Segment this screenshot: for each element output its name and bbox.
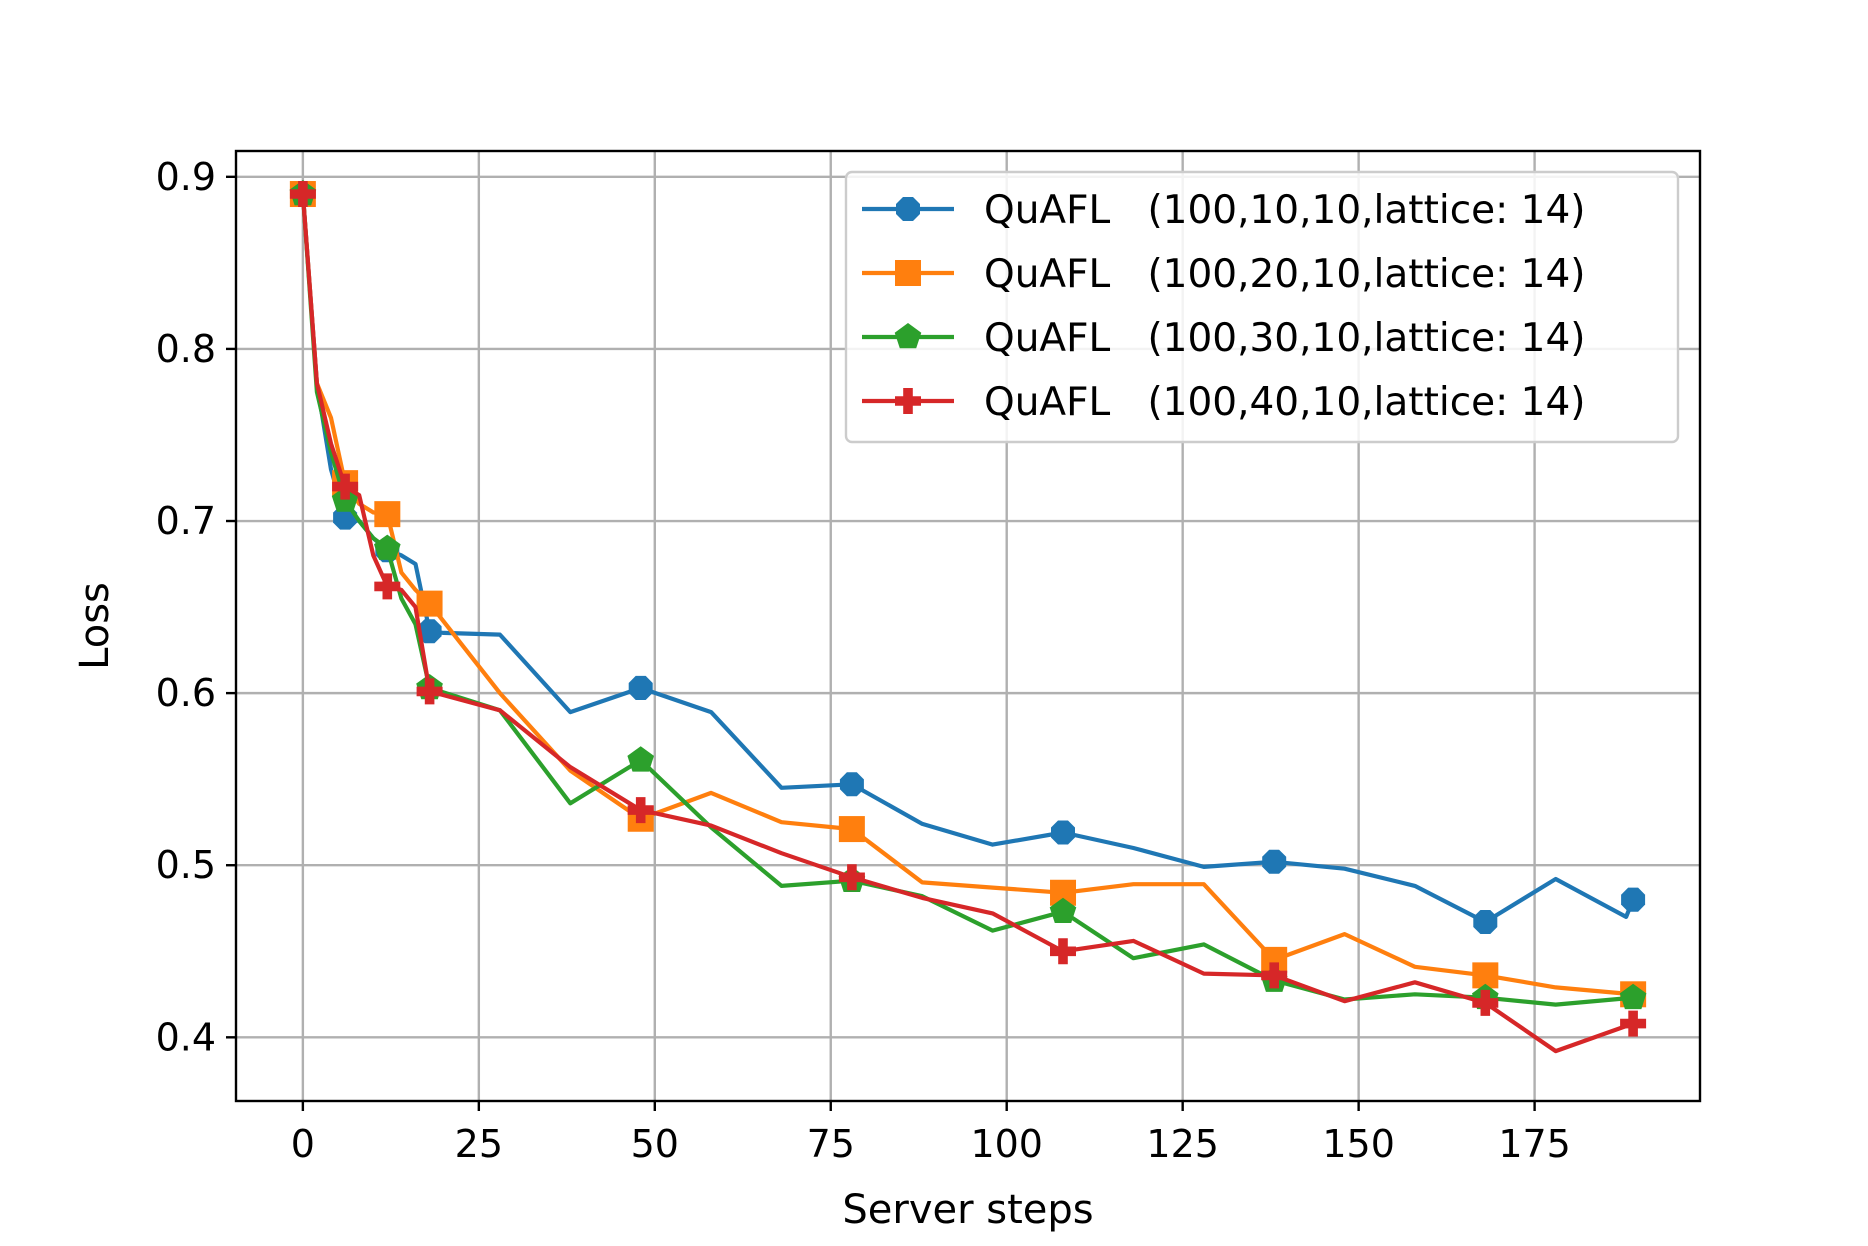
y-axis-title: Loss xyxy=(72,582,118,670)
marker-plus xyxy=(332,473,359,500)
y-tick-label: 0.4 xyxy=(156,1015,216,1059)
series-4 xyxy=(289,181,1647,1054)
marker-octagon xyxy=(1051,820,1075,845)
x-tick-label: 100 xyxy=(970,1122,1043,1166)
marker-octagon xyxy=(1621,887,1646,912)
marker-pentagon xyxy=(374,534,401,560)
marker-square xyxy=(374,501,401,528)
legend-label: QuAFL (100,30,10,lattice: 14) xyxy=(984,316,1586,361)
marker-plus xyxy=(1620,1010,1647,1037)
marker-octagon xyxy=(896,197,920,221)
legend-box xyxy=(844,170,1680,444)
marker-octagon xyxy=(1473,910,1498,934)
marker-plus xyxy=(1472,989,1499,1016)
legend-label: QuAFL (100,40,10,lattice: 14) xyxy=(984,380,1586,425)
legend-label: QuAFL (100,10,10,lattice: 14) xyxy=(984,188,1586,233)
marker-octagon xyxy=(1262,849,1287,874)
legend-label: QuAFL (100,20,10,lattice: 14) xyxy=(984,252,1586,297)
marker-square xyxy=(838,816,865,843)
y-tick-label: 0.5 xyxy=(156,843,216,887)
y-tick-label: 0.7 xyxy=(156,499,216,543)
marker-plus xyxy=(289,181,316,207)
x-tick-label: 25 xyxy=(455,1122,503,1166)
marker-plus xyxy=(1261,962,1288,989)
marker-pentagon xyxy=(627,746,654,772)
x-tick-label: 75 xyxy=(807,1122,855,1166)
legend-item: QuAFL (100,40,10,lattice: 14) xyxy=(862,380,1586,425)
marker-octagon xyxy=(839,772,864,797)
series-line xyxy=(300,191,1636,1054)
marker-plus xyxy=(1050,938,1076,965)
x-tick-label: 50 xyxy=(631,1122,679,1166)
legend-item: QuAFL (100,10,10,lattice: 14) xyxy=(862,188,1586,233)
plot-frame xyxy=(234,149,1702,1103)
x-tick-label: 125 xyxy=(1146,1122,1219,1166)
marker-plus xyxy=(627,797,654,824)
marker-pentagon xyxy=(1619,983,1647,1010)
marker-octagon xyxy=(417,619,442,644)
marker-square xyxy=(416,590,443,617)
legend-item: QuAFL (100,30,10,lattice: 14) xyxy=(862,316,1586,361)
marker-pentagon xyxy=(894,323,922,349)
axis-ticks: 0 25 50 75 100 125 150 175 0.4 0.5 0.6 0.7 0.8 0.9 xyxy=(156,155,1571,1166)
y-tick-label: 0.9 xyxy=(156,155,216,199)
marker-pentagon xyxy=(1049,897,1077,923)
legend: QuAFL (100,10,10,lattice: 14) QuAFL (100,… xyxy=(844,170,1680,444)
x-tick-label: 0 xyxy=(291,1122,315,1166)
marker-plus xyxy=(838,864,865,891)
series-layer xyxy=(289,180,1647,1054)
y-tick-label: 0.8 xyxy=(156,327,216,371)
marker-plus xyxy=(416,678,443,705)
x-tick-label: 175 xyxy=(1498,1122,1571,1166)
legend-item: QuAFL (100,20,10,lattice: 14) xyxy=(862,252,1586,297)
marker-octagon xyxy=(628,675,653,700)
marker-square xyxy=(895,260,921,286)
y-tick-label: 0.6 xyxy=(156,671,216,715)
marker-plus xyxy=(895,388,921,414)
x-axis-title: Server steps xyxy=(842,1187,1093,1233)
x-tick-label: 150 xyxy=(1322,1122,1395,1166)
marker-plus xyxy=(374,573,401,600)
